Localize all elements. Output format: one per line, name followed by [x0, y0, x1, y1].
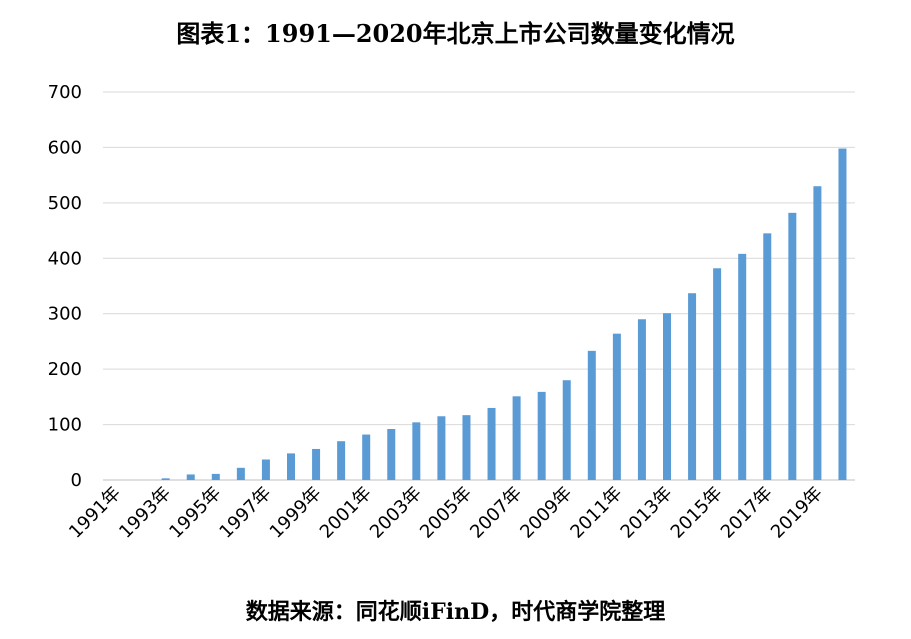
x-tick-label: 1993年 — [115, 483, 175, 543]
bar — [562, 380, 571, 480]
bar — [587, 350, 596, 480]
y-axis-ticks: 0 100 200 300 400 500 600 700 — [48, 82, 82, 491]
x-tick-label: 2015年 — [667, 483, 727, 543]
y-tick-label: 300 — [48, 304, 82, 325]
bar — [186, 474, 195, 480]
x-tick-label: 2013年 — [617, 483, 677, 543]
bar — [738, 253, 747, 480]
bar — [537, 391, 546, 480]
bar — [211, 473, 220, 480]
bar — [612, 333, 621, 480]
bar — [337, 441, 346, 480]
x-tick-label: 2003年 — [366, 483, 426, 543]
bar — [813, 186, 822, 480]
grid-lines — [103, 91, 855, 481]
bar — [713, 268, 722, 480]
bar — [412, 422, 421, 480]
y-tick-label: 600 — [48, 137, 82, 158]
bar — [161, 478, 170, 480]
x-tick-label: 2005年 — [416, 483, 476, 543]
x-tick-label: 1991年 — [65, 483, 125, 543]
x-tick-label: 2009年 — [516, 483, 576, 543]
bar — [663, 313, 671, 480]
x-tick-label: 1997年 — [215, 483, 275, 543]
bars — [161, 148, 847, 480]
x-tick-label: 2007年 — [466, 483, 526, 543]
bar — [763, 233, 772, 480]
bar — [362, 434, 371, 480]
source-note: 数据来源：同花顺iFinD，时代商学院整理 — [245, 599, 666, 625]
bar — [487, 407, 496, 480]
bar — [437, 416, 446, 480]
x-tick-label: 2011年 — [566, 483, 626, 543]
y-tick-label: 500 — [48, 193, 82, 214]
y-tick-label: 0 — [71, 470, 82, 491]
bar — [261, 459, 270, 480]
x-tick-label: 2001年 — [316, 483, 376, 543]
bar — [512, 396, 521, 480]
bar — [236, 467, 245, 480]
bar — [462, 415, 471, 480]
x-axis-ticks: 1991年1993年1995年1997年1999年2001年2003年2005年… — [65, 483, 827, 543]
bar — [688, 293, 697, 480]
bar — [637, 319, 646, 480]
bar — [788, 212, 797, 480]
bar — [387, 429, 396, 480]
y-tick-label: 100 — [48, 415, 82, 436]
chart-title: 图表1：1991—2020年北京上市公司数量变化情况 — [176, 19, 735, 48]
y-tick-label: 200 — [48, 359, 82, 380]
x-tick-label: 2019年 — [767, 483, 827, 543]
x-tick-label: 1995年 — [165, 483, 225, 543]
y-tick-label: 400 — [48, 248, 82, 269]
bar — [312, 448, 321, 480]
bar — [287, 453, 295, 480]
x-tick-label: 1999年 — [266, 483, 326, 543]
bar — [838, 148, 847, 480]
y-tick-label: 700 — [48, 82, 82, 103]
x-tick-label: 2017年 — [717, 483, 777, 543]
